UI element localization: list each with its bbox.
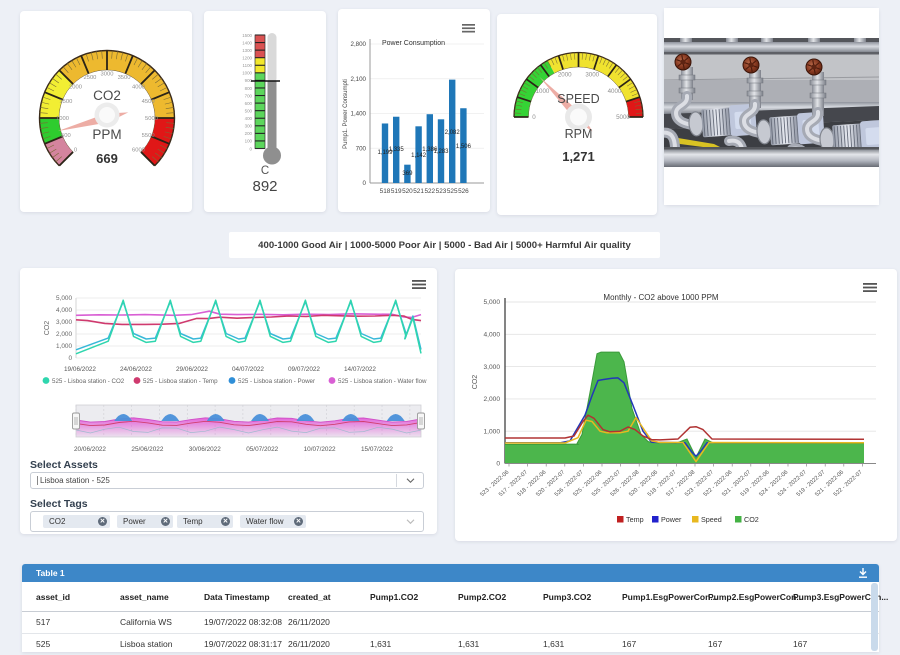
svg-text:Pump1. Power Consumpti: Pump1. Power Consumpti bbox=[343, 79, 349, 149]
svg-text:1400: 1400 bbox=[242, 40, 252, 45]
svg-text:Power Consumption: Power Consumption bbox=[382, 40, 445, 47]
svg-text:5,000: 5,000 bbox=[483, 299, 500, 306]
svg-text:05/07/2022: 05/07/2022 bbox=[246, 446, 278, 453]
svg-text:CO2: CO2 bbox=[44, 321, 51, 336]
svg-text:1,000: 1,000 bbox=[56, 343, 72, 350]
svg-text:1,283: 1,283 bbox=[433, 149, 449, 155]
svg-text:1,000: 1,000 bbox=[483, 428, 500, 435]
svg-text:CO2: CO2 bbox=[744, 515, 759, 524]
svg-text:522: 522 bbox=[424, 188, 435, 195]
svg-text:04/07/2022: 04/07/2022 bbox=[232, 366, 264, 373]
svg-text:15/07/2022: 15/07/2022 bbox=[361, 446, 393, 453]
svg-text:4500: 4500 bbox=[142, 99, 155, 105]
svg-text:520: 520 bbox=[402, 188, 413, 195]
svg-text:1,506: 1,506 bbox=[456, 144, 472, 150]
svg-text:3500: 3500 bbox=[118, 75, 131, 81]
svg-text:526: 526 bbox=[458, 188, 469, 195]
svg-text:6000: 6000 bbox=[132, 147, 145, 153]
svg-text:1,271: 1,271 bbox=[562, 149, 595, 164]
svg-text:1200: 1200 bbox=[242, 56, 252, 61]
svg-text:500: 500 bbox=[61, 133, 71, 139]
svg-text:2,800: 2,800 bbox=[351, 41, 367, 48]
svg-text:4,000: 4,000 bbox=[56, 307, 72, 314]
svg-text:0: 0 bbox=[74, 147, 77, 153]
svg-text:2,082: 2,082 bbox=[445, 130, 461, 136]
svg-text:1300: 1300 bbox=[242, 48, 252, 53]
svg-text:1100: 1100 bbox=[243, 63, 253, 68]
svg-text:100: 100 bbox=[245, 139, 253, 144]
svg-text:RPM: RPM bbox=[565, 127, 593, 141]
svg-text:300: 300 bbox=[245, 124, 253, 129]
svg-text:C: C bbox=[261, 165, 269, 177]
svg-text:3,000: 3,000 bbox=[483, 364, 500, 371]
svg-text:4,000: 4,000 bbox=[483, 332, 500, 339]
svg-text:2500: 2500 bbox=[84, 75, 97, 81]
svg-text:5000: 5000 bbox=[145, 116, 158, 122]
svg-text:09/07/2022: 09/07/2022 bbox=[288, 366, 320, 373]
svg-text:3,000: 3,000 bbox=[56, 319, 72, 326]
svg-text:Temp: Temp bbox=[626, 515, 644, 524]
svg-text:200: 200 bbox=[245, 131, 253, 136]
svg-text:1,142: 1,142 bbox=[411, 153, 427, 159]
svg-text:1,335: 1,335 bbox=[389, 147, 405, 153]
svg-text:4000: 4000 bbox=[132, 85, 145, 91]
svg-text:600: 600 bbox=[245, 101, 253, 106]
svg-text:0: 0 bbox=[363, 180, 367, 187]
svg-text:800: 800 bbox=[245, 86, 253, 91]
svg-text:19/06/2022: 19/06/2022 bbox=[64, 366, 96, 373]
svg-text:CO2: CO2 bbox=[93, 88, 121, 103]
svg-text:10/07/2022: 10/07/2022 bbox=[304, 446, 336, 453]
svg-text:525: 525 bbox=[447, 188, 458, 195]
svg-text:669: 669 bbox=[96, 151, 118, 166]
svg-text:Power: Power bbox=[661, 515, 682, 524]
svg-text:700: 700 bbox=[356, 145, 367, 152]
svg-text:892: 892 bbox=[252, 178, 277, 195]
svg-text:1000: 1000 bbox=[242, 71, 252, 76]
svg-text:2,000: 2,000 bbox=[56, 331, 72, 338]
svg-text:518: 518 bbox=[380, 188, 391, 195]
svg-text:3000: 3000 bbox=[101, 72, 114, 78]
svg-text:Speed: Speed bbox=[701, 515, 722, 524]
svg-text:29/06/2022: 29/06/2022 bbox=[176, 366, 208, 373]
svg-text:523: 523 bbox=[436, 188, 447, 195]
svg-text:5,000: 5,000 bbox=[56, 295, 72, 302]
svg-text:2,100: 2,100 bbox=[351, 76, 367, 83]
svg-text:525 - Lisboa station - CO2: 525 - Lisboa station - CO2 bbox=[52, 378, 125, 385]
svg-text:1,400: 1,400 bbox=[351, 111, 367, 118]
svg-text:369: 369 bbox=[402, 171, 413, 177]
svg-text:2000: 2000 bbox=[558, 72, 572, 79]
svg-text:Monthly - CO2 above 1000 PPM: Monthly - CO2 above 1000 PPM bbox=[603, 293, 719, 302]
svg-text:30/06/2022: 30/06/2022 bbox=[189, 446, 221, 453]
svg-text:PPM: PPM bbox=[92, 127, 121, 142]
svg-text:700: 700 bbox=[245, 93, 253, 98]
svg-text:0: 0 bbox=[250, 146, 253, 151]
svg-text:500: 500 bbox=[245, 108, 253, 113]
svg-text:24/06/2022: 24/06/2022 bbox=[120, 366, 152, 373]
svg-text:5000: 5000 bbox=[616, 114, 630, 121]
svg-text:14/07/2022: 14/07/2022 bbox=[344, 366, 376, 373]
svg-text:25/06/2022: 25/06/2022 bbox=[131, 446, 163, 453]
svg-text:521: 521 bbox=[413, 188, 424, 195]
svg-text:3000: 3000 bbox=[585, 72, 599, 79]
svg-text:5500: 5500 bbox=[142, 133, 155, 139]
svg-text:519: 519 bbox=[391, 188, 402, 195]
svg-text:525 - Lisboa station - Power: 525 - Lisboa station - Power bbox=[238, 378, 315, 385]
svg-text:525 - Lisboa station - Water f: 525 - Lisboa station - Water flow bbox=[338, 378, 427, 385]
svg-text:CO2: CO2 bbox=[472, 375, 479, 390]
svg-text:1500: 1500 bbox=[59, 99, 72, 105]
svg-text:2,000: 2,000 bbox=[483, 396, 500, 403]
svg-text:4000: 4000 bbox=[608, 88, 622, 95]
svg-text:20/06/2022: 20/06/2022 bbox=[74, 446, 106, 453]
svg-text:1500: 1500 bbox=[242, 33, 252, 38]
svg-text:0: 0 bbox=[532, 114, 536, 121]
svg-text:2000: 2000 bbox=[69, 85, 82, 91]
svg-text:525 - Lisboa station - Temp: 525 - Lisboa station - Temp bbox=[143, 378, 218, 385]
svg-text:0: 0 bbox=[496, 461, 500, 468]
svg-text:1000: 1000 bbox=[536, 88, 550, 95]
svg-text:0: 0 bbox=[68, 355, 72, 362]
svg-text:SPEED: SPEED bbox=[557, 92, 599, 106]
svg-text:1000: 1000 bbox=[56, 116, 69, 122]
svg-text:400: 400 bbox=[245, 116, 253, 121]
